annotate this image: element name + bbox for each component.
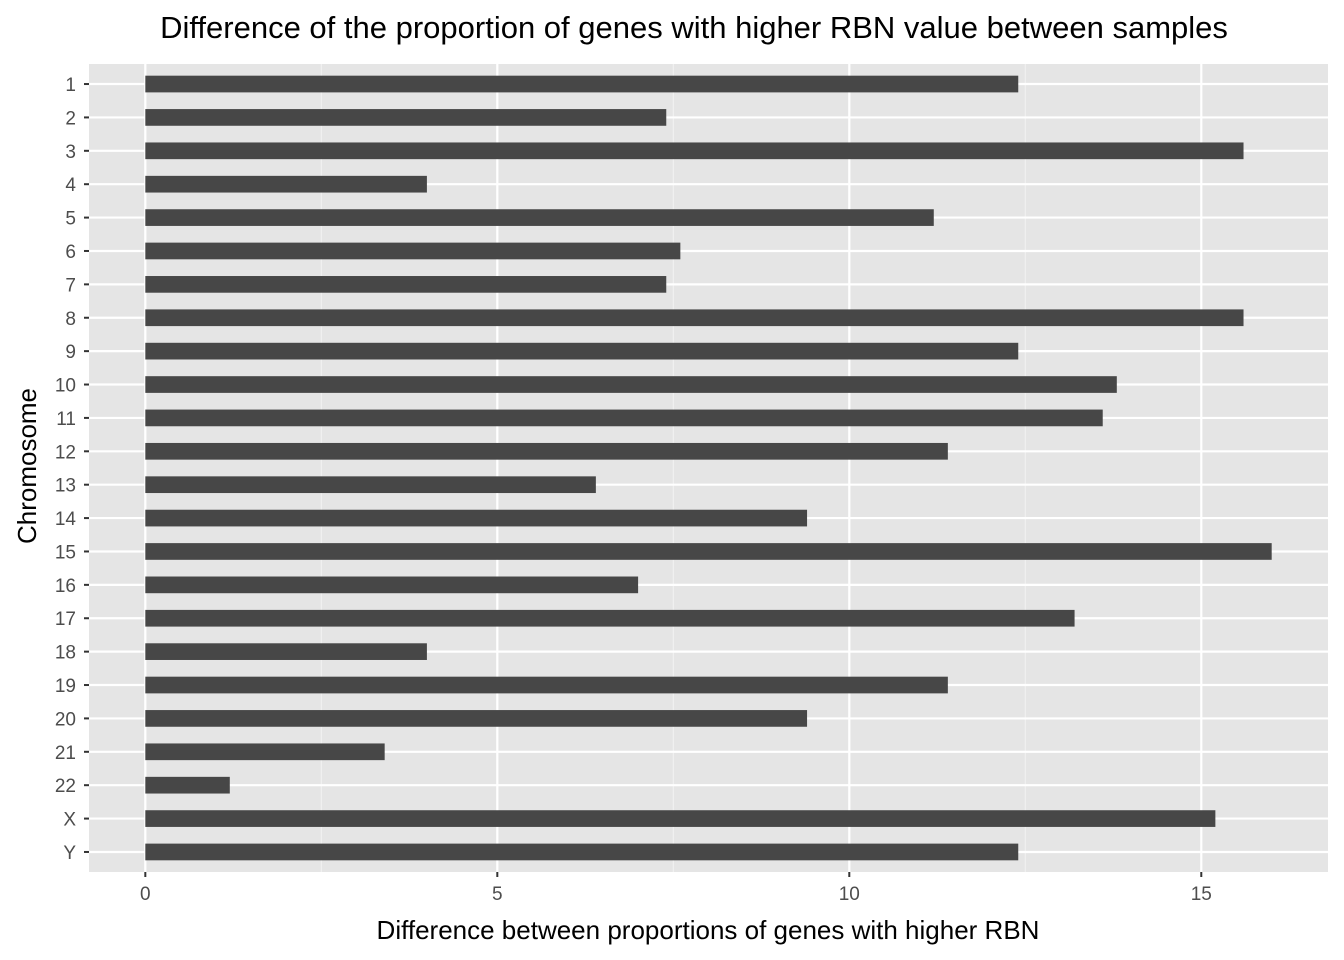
- y-tick-label: 5: [65, 209, 76, 230]
- y-tick-label: 3: [65, 142, 76, 163]
- x-tick-label: 15: [1191, 884, 1212, 905]
- bar-chr-6: [145, 242, 681, 260]
- x-tick-label: 0: [140, 884, 151, 905]
- bar-chr-4: [145, 175, 427, 193]
- y-tick-label: 9: [65, 342, 76, 363]
- bar-chr-11: [145, 409, 1103, 427]
- bar-chr-21: [145, 743, 385, 761]
- y-tick-label: X: [63, 810, 76, 831]
- bar-chr-9: [145, 342, 1019, 360]
- y-tick-label: 21: [55, 743, 76, 764]
- bar-chr-3: [145, 142, 1244, 160]
- bar-chr-5: [145, 209, 934, 226]
- bar-chr-22: [145, 776, 230, 794]
- y-tick-label: 7: [65, 275, 76, 296]
- y-tick-label: 19: [55, 676, 76, 697]
- y-tick-label: 2: [65, 108, 76, 129]
- bar-chr-17: [145, 609, 1075, 627]
- x-tick-label: 5: [492, 884, 503, 905]
- x-tick-label: 10: [839, 884, 860, 905]
- bar-chr-16: [145, 576, 639, 594]
- y-tick-label: 11: [56, 409, 76, 430]
- bar-chr-13: [145, 476, 596, 494]
- y-tick-label: 22: [55, 776, 76, 797]
- y-tick-label: 1: [65, 75, 76, 96]
- bar-chr-10: [145, 376, 1117, 393]
- y-tick-label: Y: [63, 843, 76, 864]
- y-tick-label: 4: [65, 175, 76, 196]
- y-tick-label: 16: [55, 576, 76, 597]
- y-tick-label: 12: [55, 442, 76, 463]
- bar-chr-Y: [145, 843, 1019, 861]
- bar-chr-X: [145, 810, 1216, 827]
- y-tick-label: 18: [55, 643, 76, 664]
- y-axis-title: Chromosome: [12, 388, 42, 544]
- bar-chr-12: [145, 442, 948, 460]
- bar-chr-18: [145, 643, 427, 660]
- y-tick-label: 10: [55, 376, 76, 397]
- bar-chr-20: [145, 710, 808, 727]
- bar-chr-1: [145, 75, 1019, 93]
- x-axis-title: Difference between proportions of genes …: [377, 915, 1040, 945]
- y-tick-label: 14: [55, 509, 77, 530]
- x-axis: 0 5 10 15: [140, 872, 1212, 905]
- bar-chr-15: [145, 543, 1272, 560]
- y-tick-label: 6: [65, 242, 76, 263]
- bars: [145, 75, 1272, 861]
- y-tick-label: 13: [55, 476, 76, 497]
- bar-chr-14: [145, 509, 808, 527]
- plot-panel: [89, 64, 1328, 872]
- chart-title: Difference of the proportion of genes wi…: [160, 10, 1228, 45]
- y-tick-label: 20: [55, 709, 76, 730]
- y-tick-label: 8: [65, 309, 76, 330]
- y-tick-label: 17: [55, 609, 76, 630]
- bar-chr-8: [145, 309, 1244, 327]
- y-tick-label: 15: [55, 542, 76, 563]
- bar-chr-7: [145, 276, 667, 293]
- bar-chr-2: [145, 109, 667, 126]
- bar-chr-19: [145, 676, 948, 694]
